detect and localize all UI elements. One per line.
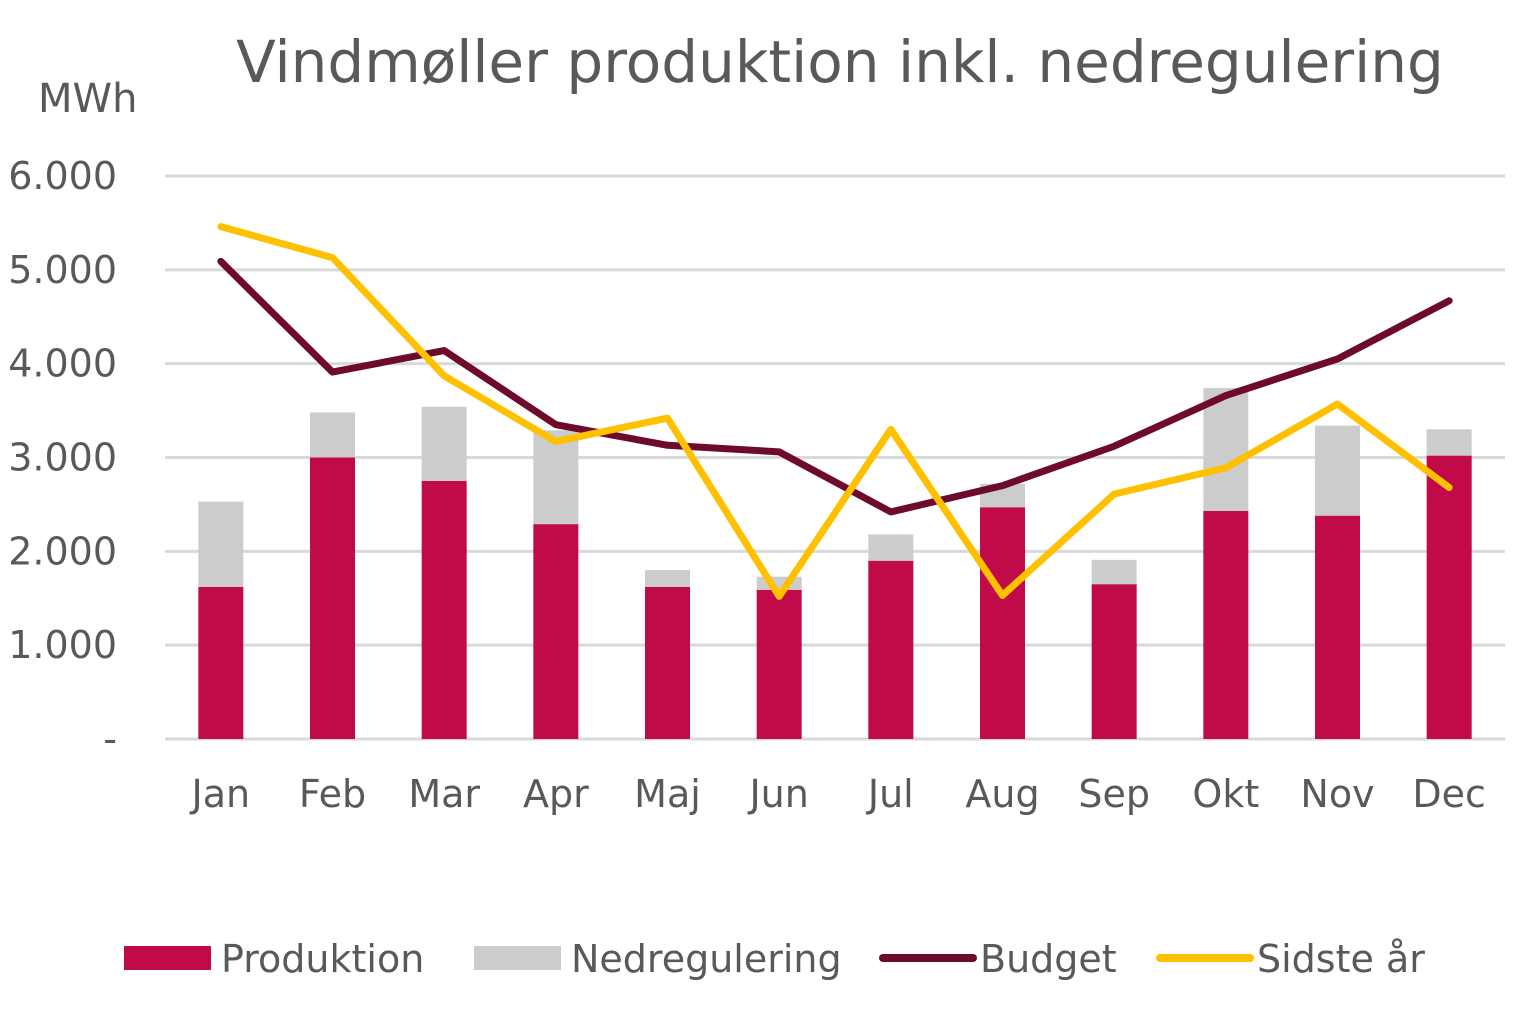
y-axis-label: MWh (38, 76, 137, 122)
y-axis-ticks: - 1.000 2.000 3.000 4.000 5.000 6.000 (8, 154, 117, 761)
legend-label: Nedregulering (571, 937, 842, 981)
bar-produktion (1315, 516, 1360, 739)
x-tick-label: Jan (190, 772, 251, 816)
line-sidste-år (221, 227, 1449, 597)
legend-label: Budget (980, 937, 1117, 981)
x-tick-label: Sep (1078, 772, 1150, 816)
bar-produktion (980, 507, 1025, 739)
y-tick-label: 3.000 (8, 436, 117, 480)
x-tick-label: Feb (299, 772, 366, 816)
bar-produktion (1203, 511, 1248, 739)
bars (198, 388, 1471, 739)
bar-produktion (422, 481, 467, 739)
bar-nedregulering (198, 502, 243, 587)
x-tick-label: Apr (523, 772, 589, 816)
x-tick-label: Okt (1192, 772, 1259, 816)
bar-produktion (757, 590, 802, 739)
chart-title: Vindmøller produktion inkl. nedregulerin… (236, 28, 1444, 96)
bar-produktion (533, 524, 578, 739)
legend-swatch (124, 946, 211, 970)
bar-nedregulering (1315, 426, 1360, 516)
bar-nedregulering (1427, 429, 1472, 455)
line-budget (221, 261, 1449, 512)
legend-label: Produktion (221, 937, 424, 981)
x-tick-label: Jul (866, 772, 914, 816)
legend-label: Sidste år (1257, 937, 1425, 981)
legend: Produktion Nedregulering Budget Sidste år (124, 937, 1425, 981)
bar-produktion (645, 587, 690, 739)
bar-produktion (1092, 584, 1137, 739)
bar-produktion (868, 561, 913, 739)
bar-produktion (310, 458, 355, 740)
x-tick-label: Dec (1412, 772, 1486, 816)
legend-swatch (474, 946, 561, 970)
x-tick-label: Mar (408, 772, 480, 816)
y-tick-label: 6.000 (8, 154, 117, 198)
x-tick-label: Jun (747, 772, 808, 816)
y-tick-label: 2.000 (8, 529, 117, 573)
x-tick-label: Aug (965, 772, 1039, 816)
bar-produktion (198, 587, 243, 739)
lines (221, 227, 1450, 597)
y-tick-label: 4.000 (8, 342, 117, 386)
x-tick-label: Nov (1300, 772, 1374, 816)
bar-nedregulering (868, 534, 913, 560)
bar-nedregulering (645, 570, 690, 587)
y-tick-label: 1.000 (8, 623, 117, 667)
y-tick-label: - (103, 717, 117, 761)
bar-nedregulering (310, 412, 355, 457)
bar-nedregulering (1092, 560, 1137, 584)
bar-nedregulering (422, 407, 467, 481)
y-tick-label: 5.000 (8, 248, 117, 292)
gridlines (165, 176, 1505, 739)
x-axis-ticks: Jan Feb Mar Apr Maj Jun Jul Aug Sep Okt Nov Dec (190, 772, 1486, 816)
bar-produktion (1427, 456, 1472, 739)
x-tick-label: Maj (634, 772, 701, 816)
